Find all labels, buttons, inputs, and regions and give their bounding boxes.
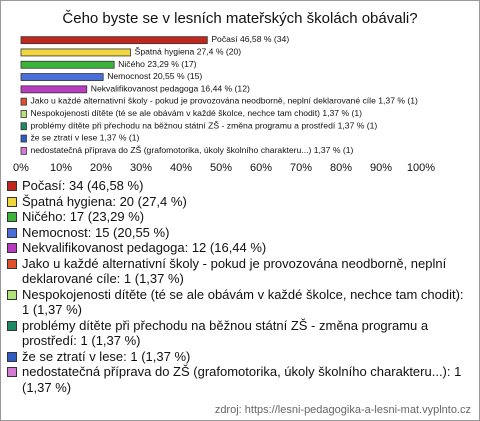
bar-value-label: 1,37 % (1) (338, 121, 378, 131)
bar (20, 60, 115, 69)
legend-item: problémy dítěte při přechodu na běžnou s… (7, 318, 469, 349)
bar-label: Špatná hygiena 27,4 % (20) (135, 47, 242, 57)
bar-value-label: 46,58 % (34) (240, 34, 289, 44)
legend-swatch (7, 367, 17, 377)
legend-label: Ničého: 17 (23,29 %) (22, 209, 145, 224)
x-tick-label: 30% (130, 162, 152, 174)
bar-value-label: 27,4 % (20) (197, 47, 242, 57)
bar (20, 48, 131, 57)
legend-swatch (7, 258, 17, 269)
bar (20, 97, 27, 106)
x-tick-label: 80% (330, 162, 352, 174)
legend-item: Počasí: 34 (46,58 %) (7, 178, 469, 194)
bar-value-label: 1,37 % (1) (378, 96, 418, 106)
legend-label: problémy dítěte při přechodu na běžnou s… (22, 317, 429, 349)
bar-label: Jako u každé alternativní školy - pokud … (30, 96, 418, 106)
bar-label: Nemocnost 20,55 % (15) (107, 71, 202, 81)
bar-category: Nespokojenosti dítěte (té se ale obávám … (30, 108, 320, 118)
bar (20, 134, 27, 143)
legend-label: Špatná hygiena: 20 (27,4 %) (22, 193, 187, 209)
chart: Čeho byste se v lesních mateřských školá… (13, 10, 435, 174)
bar-value-label: 1,37 % (1) (322, 108, 362, 118)
bar-value-label: 20,55 % (15) (153, 71, 202, 81)
bar-label: Nekvalifikovanost pedagoga 16,44 % (12) (91, 84, 250, 94)
legend-swatch (7, 181, 17, 191)
legend-swatch (7, 351, 17, 362)
legend-item: Nekvalifikovanost pedagoga: 12 (16,44 %) (7, 240, 469, 256)
legend-item: Nemocnost: 15 (20,55 %) (7, 225, 469, 241)
bar-category: nedostatečná příprava do ZŠ (grafomotori… (30, 145, 311, 155)
bar-category: že se ztratí v lese (30, 133, 97, 143)
legend-label: Jako u každé alternativní školy - pokud … (22, 255, 447, 287)
legend-swatch (7, 196, 17, 207)
x-tick-label: 10% (50, 162, 72, 174)
legend-swatch (7, 227, 17, 238)
bar (20, 146, 27, 155)
bar-category: problémy dítěte při přechodu na běžnou s… (30, 121, 335, 131)
legend-label: nedostatečná příprava do ZŠ (grafomotori… (22, 364, 462, 395)
bar-category: Ničého (118, 59, 145, 69)
legend-item: Ničého: 17 (23,29 %) (7, 209, 469, 225)
legend-item: Jako u každé alternativní školy - pokud … (7, 256, 469, 287)
bar-value-label: 16,44 % (12) (201, 84, 250, 94)
x-tick-label: 100% (407, 162, 435, 174)
bar-category: Špatná hygiena (135, 47, 195, 57)
x-tick-label: 40% (170, 162, 192, 174)
chart-title: Čeho byste se v lesních mateřských školá… (62, 10, 417, 27)
bar-label: Počasí 46,58 % (34) (211, 34, 289, 44)
legend-label: Počasí: 34 (46,58 %) (22, 178, 144, 193)
bar-category: Počasí (211, 34, 238, 44)
legend: Počasí: 34 (46,58 %) Špatná hygiena: 20 (… (7, 178, 469, 395)
legend-item: nedostatečná příprava do ZŠ (grafomotori… (7, 364, 469, 395)
x-tick-label: 70% (290, 162, 312, 174)
bar-value-label: 23,29 % (17) (147, 59, 196, 69)
bar-label: že se ztratí v lese 1,37 % (1) (30, 133, 139, 143)
legend-item: Nespokojenosti dítěte (té se ale obávám … (7, 287, 469, 318)
x-tick-label: 20% (90, 162, 112, 174)
legend-label: Nespokojenosti dítěte (té se ale obávám … (22, 286, 464, 318)
bar (20, 110, 27, 118)
x-tick-label: 0% (13, 162, 29, 174)
bar-label: nedostatečná příprava do ZŠ (grafomotori… (30, 145, 353, 155)
legend-swatch (7, 320, 17, 331)
bar (20, 122, 27, 131)
legend-swatch (7, 243, 17, 253)
legend-item: Špatná hygiena: 20 (27,4 %) (7, 194, 469, 210)
bar-label: Ničého 23,29 % (17) (118, 59, 196, 69)
bar-category: Jako u každé alternativní školy - pokud … (30, 96, 376, 106)
bar-value-label: 1,37 % (1) (314, 145, 354, 155)
bar-value-label: 1,37 % (1) (100, 133, 140, 143)
x-tick-label: 60% (250, 162, 272, 174)
bar-category: Nekvalifikovanost pedagoga (91, 84, 199, 94)
bar-label: problémy dítěte při přechodu na běžnou s… (30, 121, 377, 131)
legend-label: že se ztratí v lese: 1 (1,37 %) (22, 348, 191, 364)
x-tick-label: 90% (370, 162, 392, 174)
legend-label: Nekvalifikovanost pedagoga: 12 (16,44 %) (22, 240, 267, 255)
legend-swatch (7, 289, 17, 300)
bar-category: Nemocnost (107, 71, 151, 81)
legend-label: Nemocnost: 15 (20,55 %) (22, 224, 170, 240)
bar (20, 73, 104, 81)
source: zdroj: https://lesni-pedagogika-a-lesni-… (214, 404, 471, 416)
legend-swatch (7, 212, 17, 222)
bar (20, 36, 208, 45)
x-tick-label: 50% (210, 162, 232, 174)
legend-item: že se ztratí v lese: 1 (1,37 %) (7, 349, 469, 365)
bar (20, 85, 88, 94)
bar-label: Nespokojenosti dítěte (té se ale obávám … (30, 108, 362, 118)
